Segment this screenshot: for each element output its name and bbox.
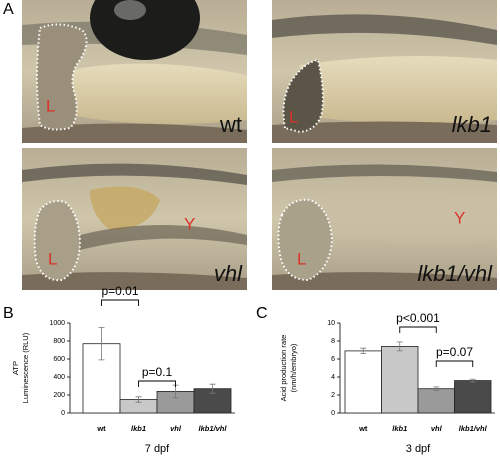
error-bar [469, 378, 476, 383]
bar [344, 350, 382, 414]
y-tick-label: 4 [331, 374, 335, 381]
error-bar [209, 383, 216, 394]
region-label: L [289, 107, 298, 126]
y-tick-label: 8 [331, 338, 335, 345]
x-axis-label: 7 dpf [145, 443, 170, 455]
y-tick-label: 0 [61, 410, 65, 417]
panel-label: A [3, 1, 14, 18]
y-tick-label: 0 [331, 410, 335, 417]
annotation: p=0.01 [101, 284, 138, 298]
y-axis-label: ATP [11, 361, 20, 375]
significance-bracket [138, 380, 176, 387]
region-label: Y [454, 208, 465, 227]
bar [417, 388, 455, 414]
x-tick-label: lkb1 [131, 424, 146, 433]
bar [381, 345, 419, 414]
error-bar [396, 341, 403, 352]
x-tick-label: vhl [431, 424, 443, 433]
error-bar [98, 327, 105, 361]
photo-caption: wt [219, 112, 242, 137]
error-bar [360, 347, 367, 354]
x-tick-label: wt [358, 424, 368, 433]
x-tick-label: lkb1/vhl [459, 424, 488, 433]
y-tick-label: 1000 [49, 320, 65, 327]
photo [272, 148, 497, 290]
photo [22, 148, 247, 290]
significance-bracket [101, 299, 139, 306]
significance-bracket [435, 360, 474, 367]
panel-label: C [256, 305, 268, 322]
y-tick-label: 200 [53, 392, 65, 399]
y-tick-label: 10 [327, 320, 335, 327]
y-tick-label: 6 [331, 356, 335, 363]
x-tick-label: lkb1/vhl [199, 424, 228, 433]
panel-label: B [3, 305, 14, 322]
annotation: p=0.1 [142, 365, 173, 379]
region-label: Y [184, 214, 195, 233]
x-tick-label: lkb1 [392, 424, 407, 433]
annotation: p<0.001 [396, 311, 440, 325]
x-tick-label: wt [96, 424, 106, 433]
photo [272, 0, 497, 143]
x-tick-label: vhl [170, 424, 182, 433]
y-tick-label: 600 [53, 356, 65, 363]
y-axis-label: Luminescence (RLU) [21, 332, 30, 403]
error-bar [433, 386, 440, 391]
y-tick-label: 2 [331, 392, 335, 399]
y-tick-label: 400 [53, 374, 65, 381]
bar [454, 380, 492, 414]
y-axis-label: (nm/h/embryo) [289, 343, 298, 392]
photo-caption: vhl [214, 261, 243, 286]
photo [22, 0, 247, 143]
significance-bracket [399, 326, 437, 333]
y-axis-label: Acid production rate [279, 335, 288, 402]
y-tick-label: 800 [53, 338, 65, 345]
photo-caption: lkb1 [452, 112, 492, 137]
region-label: L [46, 96, 55, 115]
annotation: p=0.07 [436, 345, 473, 359]
error-bar [135, 396, 142, 403]
region-label: L [48, 249, 57, 268]
x-axis-label: 3 dpf [406, 443, 431, 455]
region-label: L [297, 249, 306, 268]
photo-caption: lkb1/vhl [417, 261, 493, 286]
